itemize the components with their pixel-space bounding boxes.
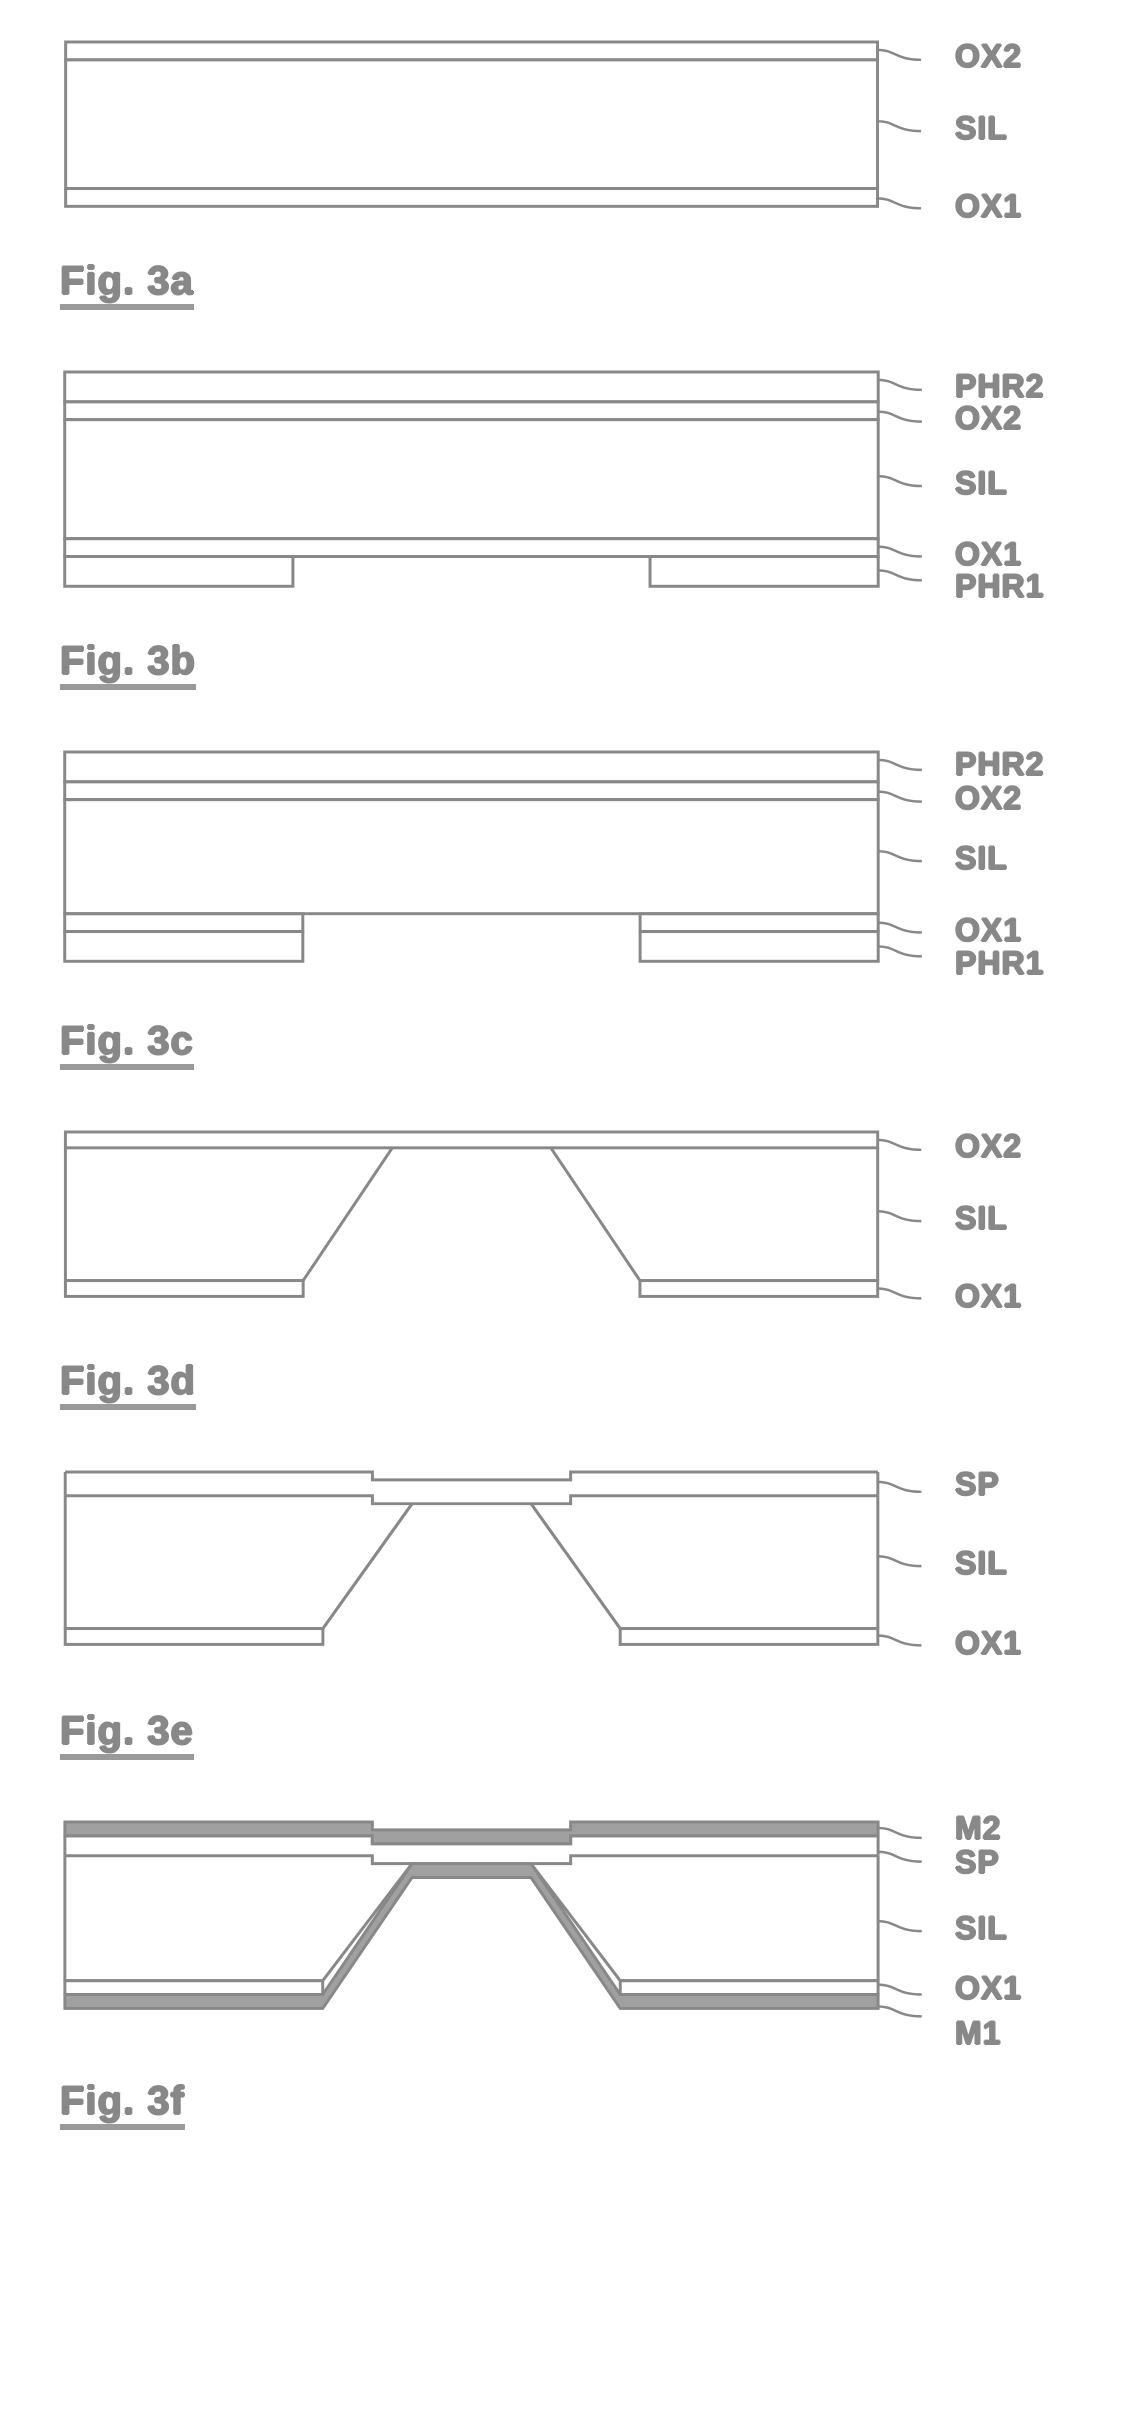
layer-label-ox1: OX1 [955,1625,1022,1662]
layer-label-m2: M2 [955,1810,1001,1847]
layer-label-sil: SIL [955,840,1008,877]
layer-label-sil: SIL [955,1910,1008,1947]
layer-label-sil: SIL [955,110,1008,147]
layer-label-sp: SP [955,1466,1000,1503]
fig3c-caption: Fig. 3c [60,1019,194,1070]
fig3c: PHR2OX2SILOX1PHR1Fig. 3c [60,750,1100,1070]
layer-label-ox1: OX1 [955,912,1022,949]
layer-label-ox1: OX1 [955,1970,1022,2007]
layer-label-ox1: OX1 [955,1278,1022,1315]
fig3e: SPSILOX1Fig. 3e [60,1470,1100,1760]
fig3b-diagram [60,370,1000,620]
fig3b-caption: Fig. 3b [60,639,196,690]
layer-label-ox2: OX2 [955,1128,1022,1165]
layer-label-ox2: OX2 [955,400,1022,437]
fig3f-caption: Fig. 3f [60,2079,185,2130]
layer-label-phr1: PHR1 [955,568,1044,605]
layer-label-ox2: OX2 [955,38,1022,75]
layer-label-sil: SIL [955,1200,1008,1237]
layer-label-sil: SIL [955,465,1008,502]
fig3b: PHR2OX2SILOX1PHR1Fig. 3b [60,370,1100,690]
fig3f-diagram [60,1820,1000,2060]
fig3a: OX2 SIL OX1 Fig. 3a [60,40,1100,310]
fig3e-caption: Fig. 3e [60,1709,194,1760]
fig3a-caption: Fig. 3a [60,259,194,310]
fig3c-diagram [60,750,1000,1000]
fig3e-diagram [60,1470,1000,1690]
layer-label-phr2: PHR2 [955,746,1044,783]
layer-label-ox2: OX2 [955,780,1022,817]
fig3f: M2SPSILOX1M1Fig. 3f [60,1820,1100,2130]
layer-label-phr1: PHR1 [955,945,1044,982]
layer-label-sp: SP [955,1844,1000,1881]
layer-label-ox1: OX1 [955,188,1022,225]
fig3a-diagram [60,40,1000,240]
fig3d-caption: Fig. 3d [60,1359,196,1410]
fig3d-diagram [60,1130,1000,1340]
fig3d: OX2 SIL OX1 Fig. 3d [60,1130,1100,1410]
layer-label-m1: M1 [955,2015,1001,2052]
layer-label-sil: SIL [955,1545,1008,1582]
